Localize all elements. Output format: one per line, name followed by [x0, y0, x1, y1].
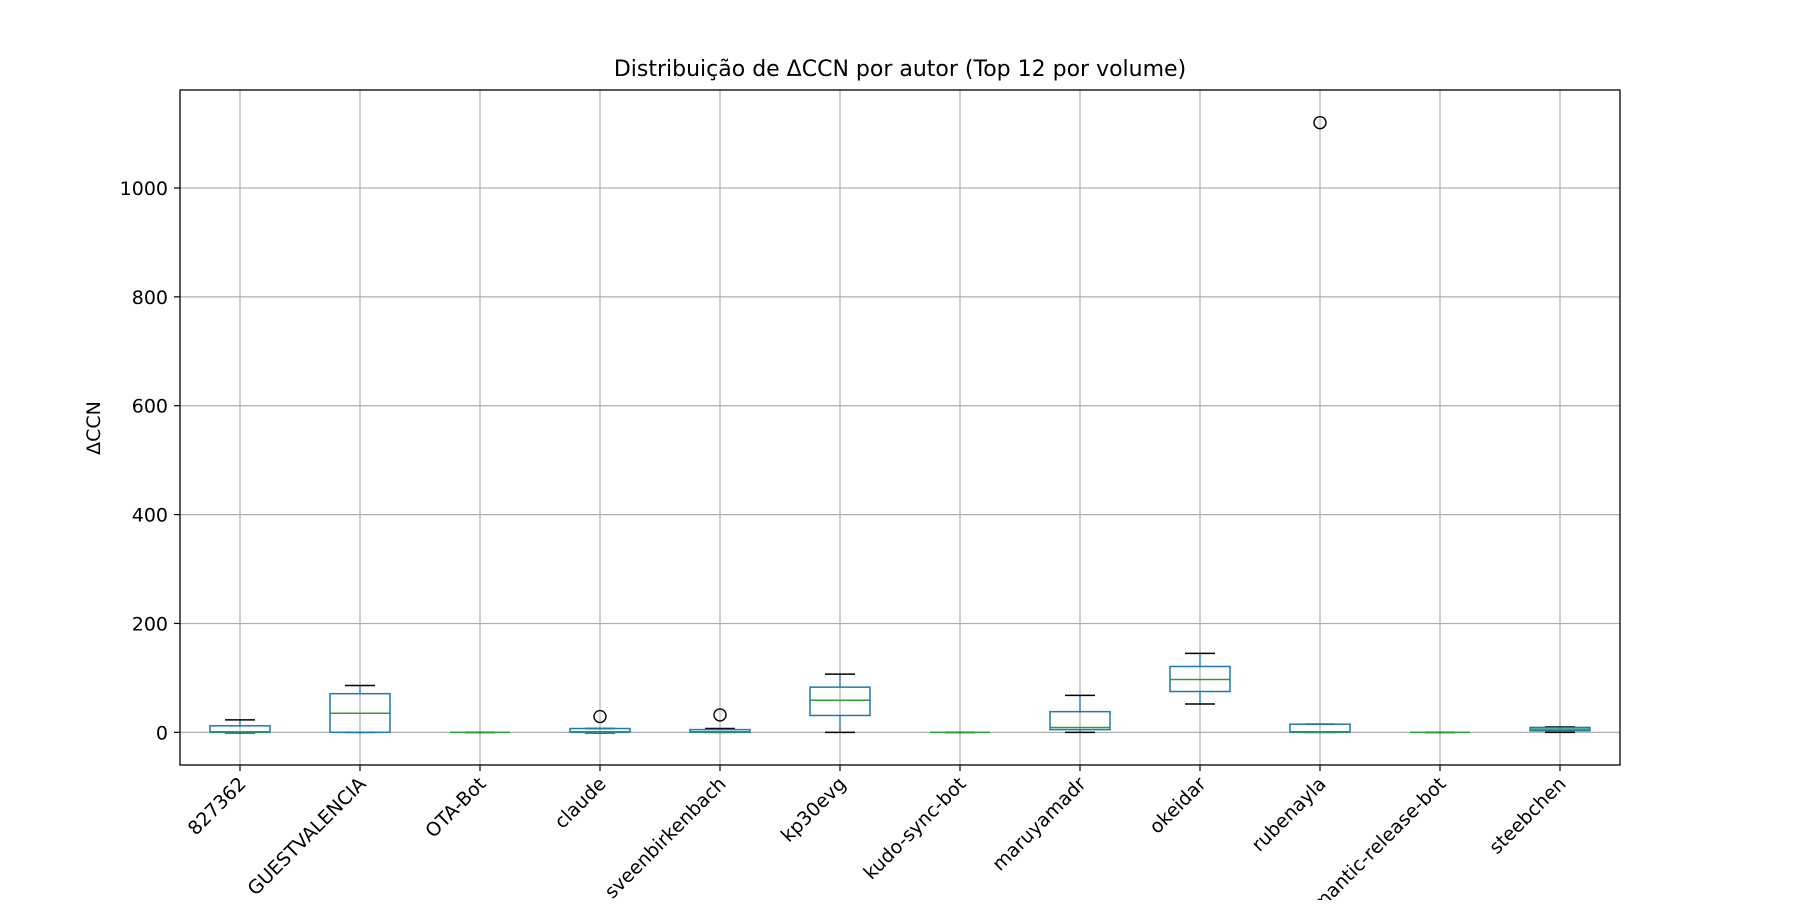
- box-steebchen: [1529, 726, 1591, 734]
- box-kp30evg: [809, 673, 871, 734]
- x-tick-label: sveenbirkenbach: [600, 773, 730, 900]
- y-tick-label: 0: [156, 722, 168, 744]
- x-tick-label: claude: [550, 773, 610, 833]
- x-tick-label: okeidar: [1145, 773, 1210, 838]
- box-okeidar: [1169, 652, 1231, 705]
- iqr-box: [809, 686, 871, 717]
- x-tick-label: OTA-Bot: [421, 773, 490, 842]
- y-tick-label: 1000: [120, 178, 168, 200]
- y-tick-label: 800: [132, 287, 168, 309]
- box-layer: [209, 115, 1591, 734]
- y-tick-label: 400: [132, 505, 168, 527]
- y-tick-label: 200: [132, 613, 168, 635]
- box-GUESTVALENCIA: [329, 684, 391, 734]
- x-tick-label: GUESTVALENCIA: [243, 773, 370, 900]
- plot-area-frame: [179, 89, 1621, 766]
- x-tick-label: 827362: [184, 773, 251, 840]
- outlier-point: [713, 708, 727, 722]
- grid-layer: [180, 90, 1620, 765]
- box-maruyamadr: [1049, 694, 1111, 734]
- box-827362: [209, 719, 271, 734]
- x-tick-label: maruyamadr: [988, 773, 1091, 876]
- x-tick-label: kp30evg: [777, 773, 851, 847]
- iqr-box: [1049, 710, 1111, 731]
- x-tick-label: rubenayla: [1247, 773, 1330, 856]
- box-sveenbirkenbach: [689, 708, 751, 734]
- y-axis-label: ΔCCN: [83, 401, 105, 455]
- box-claude: [569, 709, 631, 734]
- box-rubenayla: [1289, 115, 1351, 734]
- x-tick-label: steebchen: [1485, 773, 1571, 859]
- outlier-point: [1313, 115, 1327, 130]
- x-tick-label: kudo-sync-bot: [860, 773, 971, 884]
- chart-title: Distribuição de ΔCCN por autor (Top 12 p…: [614, 57, 1186, 82]
- outlier-point: [593, 709, 607, 724]
- y-tick-label: 600: [132, 396, 168, 418]
